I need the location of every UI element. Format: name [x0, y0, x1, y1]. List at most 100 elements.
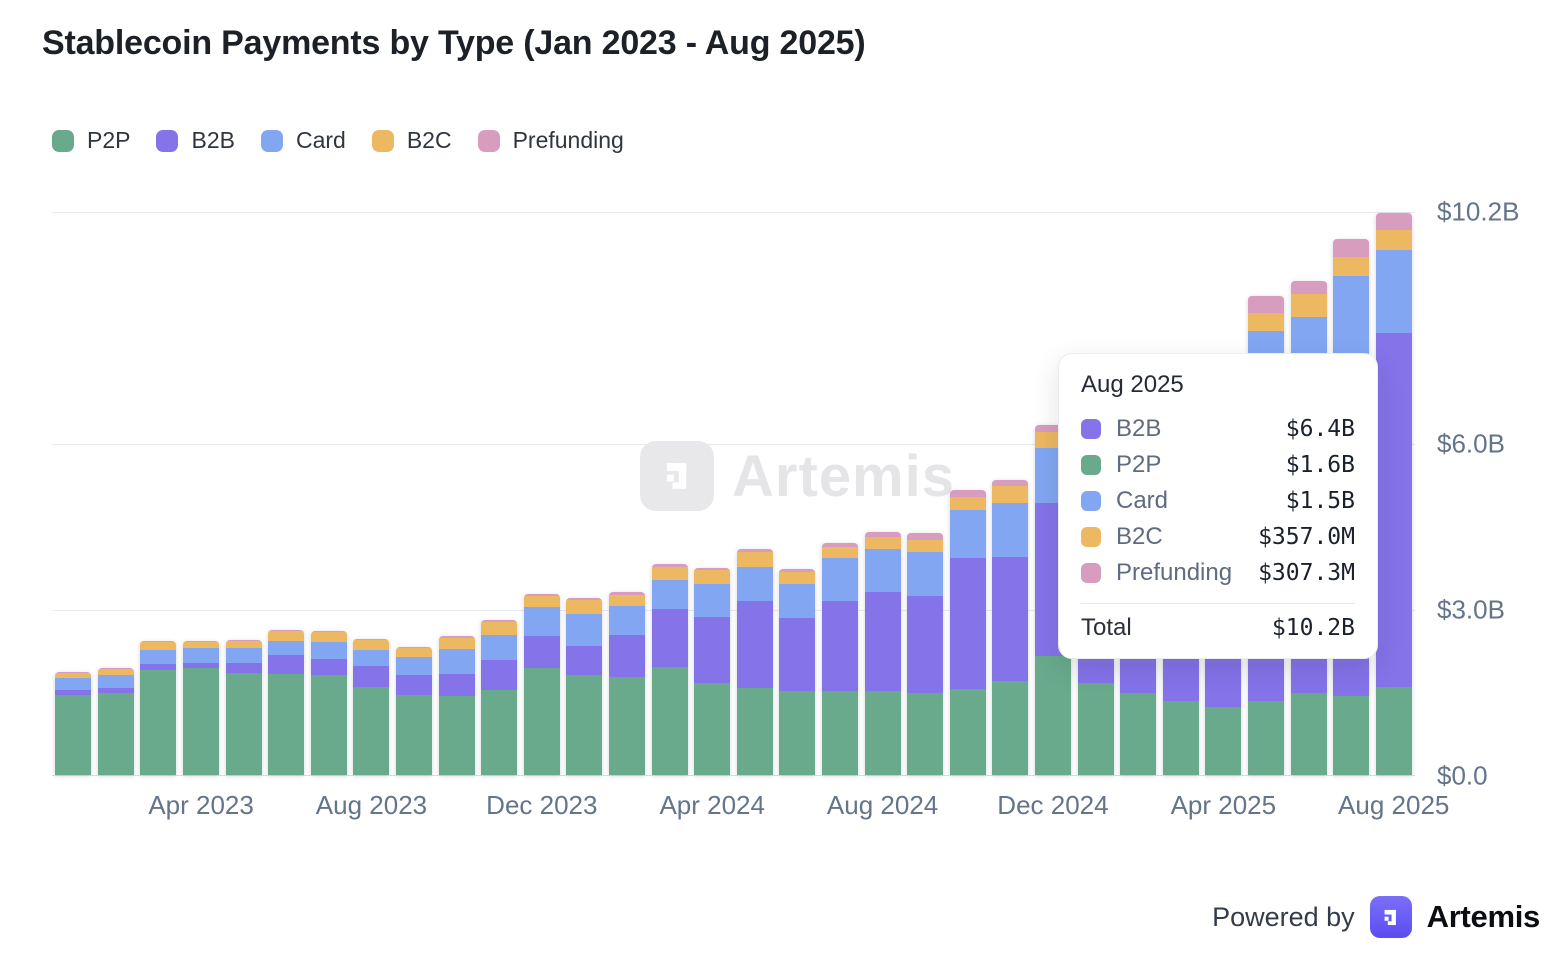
bar-segment-p2p: [821, 690, 858, 775]
bar-segment-b2b: [779, 617, 816, 692]
x-axis-tick-label: Aug 2025: [1338, 790, 1450, 820]
bar-segment-b2b: [736, 600, 773, 689]
bar-oct-2024[interactable]: [949, 489, 986, 775]
legend-item-b2b[interactable]: B2B: [156, 127, 235, 154]
tooltip-row-b2b: B2B $6.4B: [1081, 411, 1355, 447]
bar-segment-card: [481, 634, 518, 660]
bar-segment-p2p: [225, 672, 262, 775]
x-axis-tick-label: Apr 2023: [148, 790, 254, 820]
bar-jun-2024[interactable]: [779, 568, 816, 775]
bar-nov-2024[interactable]: [992, 479, 1029, 775]
bar-segment-b2b: [481, 659, 518, 690]
tooltip-row-label: P2P: [1116, 451, 1162, 478]
bar-segment-b2c: [481, 622, 518, 635]
bar-segment-b2b: [609, 634, 646, 677]
bar-aug-2025[interactable]: [1375, 212, 1412, 775]
bar-segment-b2b: [821, 600, 858, 691]
bar-aug-2023[interactable]: [353, 638, 390, 775]
bar-segment-b2b: [907, 596, 944, 694]
bar-segment-prefunding: [310, 631, 347, 633]
chart-tooltip: Aug 2025 B2B $6.4B P2P $1.6B Card $1.5B B2C $35…: [1058, 353, 1378, 659]
bar-segment-prefunding: [821, 542, 858, 547]
bar-feb-2023[interactable]: [97, 667, 134, 775]
bar-segment-card: [779, 584, 816, 618]
bar-segment-prefunding: [1034, 425, 1071, 432]
bar-segment-b2c: [97, 668, 134, 676]
bar-segment-prefunding: [225, 639, 262, 641]
bar-segment-prefunding: [949, 489, 986, 497]
bar-segment-p2p: [992, 680, 1029, 775]
legend-item-b2c[interactable]: B2C: [371, 127, 452, 154]
bar-segment-b2c: [864, 537, 901, 549]
bar-may-2024[interactable]: [736, 549, 773, 775]
artemis-logo-icon: [1369, 896, 1412, 938]
bar-segment-b2c: [1247, 313, 1284, 331]
bar-segment-card: [396, 657, 433, 675]
tooltip-total-row: Total $10.2B: [1081, 614, 1355, 642]
x-axis-tick-label: Apr 2025: [1170, 790, 1277, 820]
tooltip-rows: B2B $6.4B P2P $1.6B Card $1.5B B2C $357.0M Prefu…: [1081, 411, 1355, 591]
bar-jul-2023[interactable]: [310, 631, 347, 775]
bar-segment-b2c: [55, 673, 92, 679]
bar-segment-p2p: [481, 689, 518, 775]
bar-nov-2023[interactable]: [481, 620, 518, 775]
legend-swatch-prefunding: [477, 129, 500, 152]
bar-segment-b2b: [140, 663, 177, 670]
bar-jan-2024[interactable]: [566, 598, 603, 775]
bar-apr-2023[interactable]: [183, 641, 220, 775]
tooltip-row-value: $307.3M: [1258, 560, 1355, 586]
bar-segment-card: [183, 647, 220, 664]
bar-segment-b2c: [310, 632, 347, 642]
gridline: [52, 610, 1415, 612]
legend-item-p2p[interactable]: P2P: [52, 127, 130, 154]
bar-segment-prefunding: [1290, 281, 1327, 294]
bar-oct-2023[interactable]: [438, 636, 475, 775]
bar-segment-b2b: [55, 689, 92, 696]
bar-apr-2024[interactable]: [694, 567, 731, 775]
bar-segment-prefunding: [609, 591, 646, 595]
bar-segment-card: [140, 650, 177, 664]
bar-segment-b2c: [992, 485, 1029, 503]
bar-jan-2023[interactable]: [55, 672, 92, 775]
bar-segment-b2c: [523, 595, 560, 608]
bar-feb-2024[interactable]: [609, 591, 646, 775]
bar-dec-2023[interactable]: [523, 593, 560, 775]
bar-may-2023[interactable]: [225, 639, 262, 775]
tooltip-title: Aug 2025: [1081, 371, 1184, 398]
bar-segment-b2c: [821, 546, 858, 558]
bar-segment-p2p: [396, 694, 433, 775]
bar-sep-2023[interactable]: [396, 646, 433, 775]
bar-segment-card: [949, 510, 986, 559]
bar-aug-2024[interactable]: [864, 531, 901, 775]
tooltip-row-p2p: P2P $1.6B: [1081, 447, 1355, 483]
bar-segment-p2p: [1333, 695, 1370, 775]
tooltip-row-card: Card $1.5B: [1081, 483, 1355, 519]
bar-jun-2023[interactable]: [268, 629, 305, 775]
bar-jul-2024[interactable]: [821, 542, 858, 775]
legend-item-prefunding[interactable]: Prefunding: [477, 127, 624, 154]
bar-segment-prefunding: [1333, 238, 1370, 257]
bar-segment-prefunding: [55, 672, 92, 674]
bar-mar-2024[interactable]: [651, 563, 688, 775]
bar-segment-p2p: [438, 695, 475, 775]
legend-item-card[interactable]: Card: [260, 127, 346, 154]
artemis-brand-text: Artemis: [1426, 899, 1541, 934]
bar-segment-b2c: [736, 552, 773, 568]
watermark: Artemis: [640, 441, 955, 511]
bar-mar-2023[interactable]: [140, 640, 177, 775]
y-axis-tick-label: $10.2B: [1437, 196, 1520, 227]
bar-segment-b2b: [310, 659, 347, 676]
bar-segment-card: [907, 552, 944, 597]
tooltip-row-b2c: B2C $357.0M: [1081, 519, 1355, 555]
bar-segment-p2p: [736, 688, 773, 775]
bar-segment-p2p: [523, 667, 560, 775]
bar-segment-prefunding: [523, 593, 560, 596]
bar-segment-card: [736, 567, 773, 601]
bar-segment-card: [566, 614, 603, 646]
bar-sep-2024[interactable]: [907, 533, 944, 775]
bar-segment-b2b: [396, 674, 433, 695]
bar-segment-card: [438, 648, 475, 674]
bar-segment-b2b: [438, 673, 475, 696]
bar-segment-b2b: [523, 635, 560, 668]
